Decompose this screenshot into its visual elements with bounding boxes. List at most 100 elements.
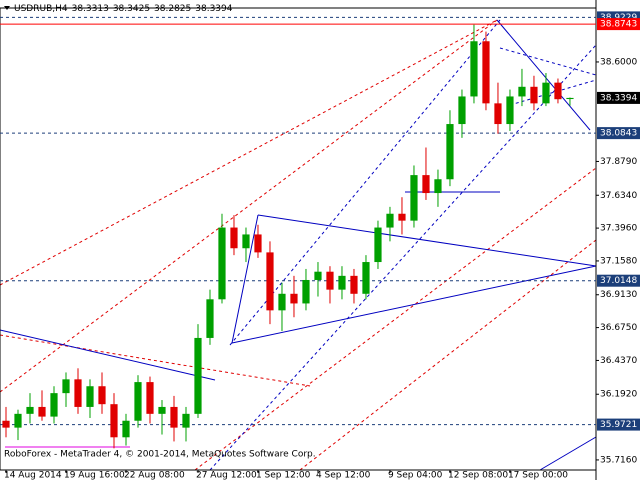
candle-body xyxy=(350,275,358,294)
x-tick-label: 19 Aug 16:00 xyxy=(64,471,125,480)
candle-body xyxy=(206,299,214,338)
candle-body xyxy=(242,234,250,249)
candle-body xyxy=(290,293,298,304)
candle-body xyxy=(566,97,574,100)
y-tick-label: 36.4370 xyxy=(600,356,637,366)
candle-body xyxy=(194,337,202,414)
candle-body xyxy=(26,406,34,414)
trend-line xyxy=(539,436,597,471)
candle-body xyxy=(554,82,562,100)
x-tick-label: 1 Sep 12:00 xyxy=(256,471,311,480)
header-open: 38.3313 xyxy=(72,4,109,14)
triangle-line xyxy=(231,265,597,344)
candle-body xyxy=(542,82,550,104)
candle-body xyxy=(50,393,58,417)
red-channel-line xyxy=(0,19,498,393)
candle-body xyxy=(326,271,334,290)
level-label: 38.8743 xyxy=(600,20,637,30)
candle-body xyxy=(470,41,478,97)
x-tick-label: 9 Sep 04:00 xyxy=(388,471,443,480)
blue-channel-line xyxy=(499,47,597,76)
symbol: USDRUB,H4 xyxy=(14,4,68,14)
candle-body xyxy=(74,379,82,407)
header-high: 38.3425 xyxy=(113,4,150,14)
trend-line xyxy=(496,19,591,131)
y-tick-label: 38.6000 xyxy=(600,57,637,67)
blue-channel-line xyxy=(229,19,501,346)
candle-body xyxy=(38,406,46,417)
candle-body xyxy=(362,262,370,294)
candle-body xyxy=(518,86,526,97)
red-channel-line xyxy=(0,19,498,286)
x-tick-label: 22 Aug 08:00 xyxy=(124,471,185,480)
blue-channel-line xyxy=(509,79,597,106)
candle-body xyxy=(506,96,514,125)
candle-body xyxy=(2,420,10,428)
y-tick-label: 36.6750 xyxy=(600,323,637,333)
level-label-box xyxy=(597,18,640,31)
candle-body xyxy=(110,404,118,438)
candle-body xyxy=(386,213,394,228)
candle-body xyxy=(14,413,22,428)
trend-line xyxy=(0,329,216,381)
triangle-line xyxy=(257,214,597,267)
candle-body xyxy=(146,382,154,414)
candle-body xyxy=(218,227,226,300)
x-tick-label: 4 Sep 12:00 xyxy=(316,471,371,480)
x-tick-label: 27 Aug 12:00 xyxy=(196,471,257,480)
current-price-label: 38.3394 xyxy=(600,93,637,103)
candle-body xyxy=(302,279,310,304)
level-label: 35.9721 xyxy=(600,420,637,430)
trend-drawings xyxy=(0,19,597,471)
candle-body xyxy=(122,420,130,438)
x-tick-label: 17 Sep 00:00 xyxy=(508,471,568,480)
candle-body xyxy=(86,386,94,407)
candle-body xyxy=(62,379,70,394)
candle-body xyxy=(434,179,442,194)
level-label: 38.0843 xyxy=(600,129,637,139)
y-tick-label: 35.7160 xyxy=(600,455,637,465)
y-tick-label: 37.8790 xyxy=(600,157,637,167)
level-label-box xyxy=(597,418,640,431)
candle-body xyxy=(278,293,286,311)
level-label-box xyxy=(597,274,640,287)
chart-header: USDRUB,H4 38.3313 38.3425 38.2825 38.3394 xyxy=(14,4,233,14)
candle-body xyxy=(410,175,418,221)
candle-body xyxy=(494,103,502,125)
header-low: 38.2825 xyxy=(154,4,191,14)
red-channel-line xyxy=(0,334,311,387)
candle-body xyxy=(182,413,190,428)
footer: RoboForex - MetaTrader 4, © 2001-2014, M… xyxy=(4,450,316,460)
x-tick-label: 14 Aug 2014 xyxy=(4,471,62,480)
candle-body xyxy=(230,227,238,249)
candle-body xyxy=(446,124,454,180)
level-label: 38.9229 xyxy=(600,13,637,23)
candle-body xyxy=(458,96,466,125)
x-tick-label: 12 Sep 08:00 xyxy=(448,471,508,480)
y-tick-label: 37.1580 xyxy=(600,256,637,266)
candle-body xyxy=(338,275,346,290)
triangle-line xyxy=(231,214,259,344)
y-tick-label: 37.6340 xyxy=(600,191,637,201)
current-price-box xyxy=(597,91,640,104)
candle-body xyxy=(170,406,178,428)
candle-body xyxy=(134,382,142,421)
level-label: 37.0148 xyxy=(600,276,637,286)
candle-body xyxy=(374,227,382,263)
candle-body xyxy=(266,252,274,311)
candle-body xyxy=(422,175,430,194)
candle-body xyxy=(482,41,490,104)
candle-body xyxy=(314,271,322,280)
candle-body xyxy=(398,213,406,221)
header-close: 38.3394 xyxy=(195,4,232,14)
y-tick-label: 36.9130 xyxy=(600,290,637,300)
candle-body xyxy=(530,86,538,104)
y-tick-label: 36.1920 xyxy=(600,390,637,400)
candle-body xyxy=(254,234,262,253)
y-tick-label: 37.3960 xyxy=(600,224,637,234)
level-label-box xyxy=(597,127,640,140)
red-channel-line xyxy=(299,239,597,471)
candle-body xyxy=(98,386,106,405)
